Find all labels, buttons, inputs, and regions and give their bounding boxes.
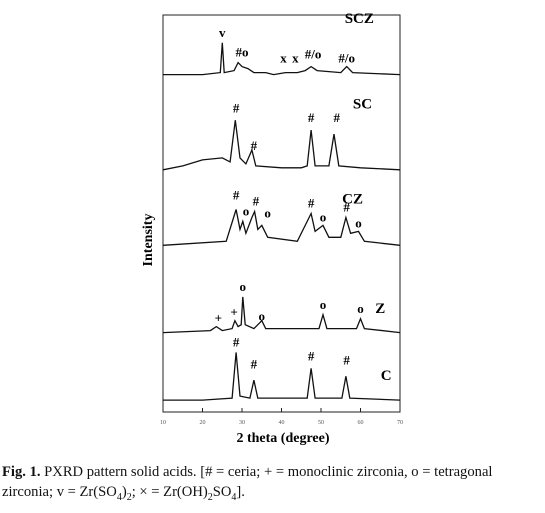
caption-text: 4 [116,491,122,503]
peak-annotation: # [308,196,315,211]
peak-annotation: o [264,205,271,220]
x-axis-label: 2 theta (degree) [236,431,329,446]
peak-annotation: # [334,110,341,125]
peak-annotation: # [233,188,240,203]
x-tick-label: 20 [200,420,206,426]
caption: Fig. 1. PXRD pattern solid acids. [# = c… [2,462,542,508]
xrd-pattern [163,352,401,401]
caption-text: ]. [236,484,245,500]
peak-annotation: o [355,215,362,230]
x-tick-label: 70 [397,420,403,426]
peak-annotation: # [308,110,315,125]
caption-text: ; × = Zr(OH) [131,484,208,500]
x-tick-label: 50 [318,420,324,426]
caption-text: PXRD pattern solid acids. [# = ceria; + … [2,464,493,500]
peak-annotation: o [320,209,327,224]
peak-annotation: + [230,305,237,320]
caption-text: 4 [231,491,237,503]
peak-annotation: o [240,279,247,294]
peak-annotation: # [233,334,240,349]
peak-annotation: o [259,309,266,324]
peak-annotation: #o [236,45,249,60]
chart: 2 theta (degree) Intensity 10 20 30 40 50 60 7… [141,11,403,446]
peak-annotation: # [308,348,315,363]
peak-annotation: #/o [338,51,355,66]
peak-annotation: # [253,194,260,209]
series-label: C [381,368,392,384]
peak-annotation: #/o [305,47,322,62]
peak-annotation: + [215,311,222,326]
peak-annotation: o [320,297,327,312]
peak-annotation: # [233,100,240,115]
peak-annotation: x [280,51,287,66]
series-label: Z [375,301,385,317]
x-tick-label: 30 [239,420,245,426]
peak-annotation: # [343,200,350,215]
peak-annotation: x [292,51,299,66]
x-tick-label: 60 [358,420,364,426]
caption-text: 2 [126,491,132,503]
peak-annotation: o [243,203,250,218]
xrd-pattern [163,42,401,76]
caption-label: Fig. 1. [2,464,41,480]
xrd-pattern [162,209,401,246]
x-tick-label: 10 [160,420,166,426]
series-label: SC [353,96,372,112]
series-label: CZ [342,192,363,208]
series-label: SCZ [345,11,374,27]
peak-annotation: # [343,352,350,367]
caption-text: SO [212,484,232,500]
xrd-pattern [162,296,401,334]
peak-annotation: o [357,301,364,316]
xrd-pattern [162,120,401,171]
caption-text: ) [121,484,127,500]
y-axis-label: Intensity [141,214,156,267]
x-tick-label: 40 [279,420,285,426]
peak-annotation: v [219,25,226,40]
caption-text: 2 [207,491,213,503]
peak-annotation: # [251,138,258,153]
peak-annotation: # [251,356,258,371]
